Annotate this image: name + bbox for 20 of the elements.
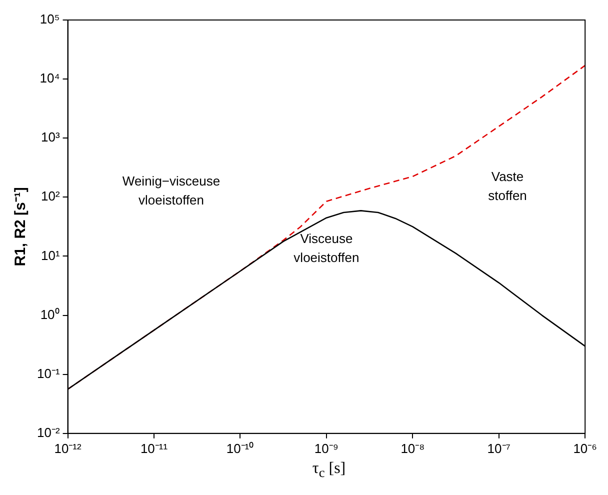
x-tick-label: 10⁻⁶	[573, 440, 597, 456]
y-tick-label: 10³	[40, 130, 60, 145]
annotation: Weinig−visceuse vloeistoffen	[122, 173, 220, 208]
y-tick-label: 10⁻²	[36, 424, 60, 440]
y-tick-label: 10⁻¹	[36, 366, 60, 381]
y-tick-label: 10⁴	[40, 70, 60, 86]
x-tick-label: 10⁻⁸	[400, 440, 425, 456]
y-axis-title: R1, R2 [s⁻¹]	[12, 187, 30, 266]
x-tick-label: 10⁻¹¹	[140, 440, 168, 456]
x-tick-label: 10⁻⁷	[487, 440, 511, 456]
y-tick-label: 10²	[40, 188, 60, 204]
y-tick-label: 10¹	[40, 248, 60, 263]
x-tick-label: 10⁻¹⁰	[226, 440, 254, 456]
y-tick-label: 10⁵	[40, 12, 60, 27]
x-tick-label: 10⁻⁹	[314, 440, 338, 456]
y-tick-label: 10⁰	[40, 306, 60, 322]
x-axis-title: τ$_{c}$ [s]	[311, 460, 347, 482]
annotation: Vaste stoffen	[488, 169, 527, 204]
x-tick-label: 10⁻¹²	[54, 440, 82, 456]
annotation: Visceuse vloeistoffen	[294, 231, 360, 266]
